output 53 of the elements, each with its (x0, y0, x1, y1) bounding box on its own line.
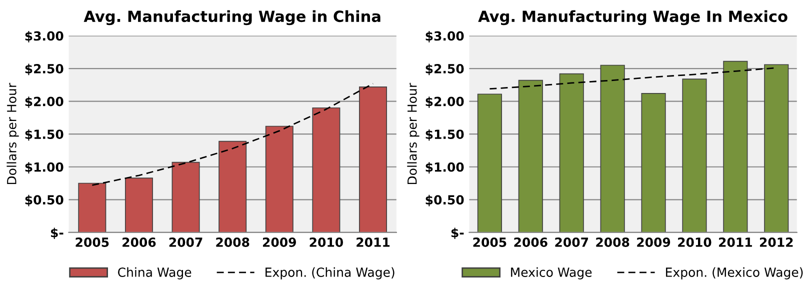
y-tick-label: $- (451, 228, 464, 240)
bar (764, 64, 789, 232)
y-tick-label: $1.00 (25, 162, 64, 174)
bar (641, 93, 666, 232)
legend-label: Mexico Wage (511, 267, 592, 280)
bar (265, 126, 294, 232)
bar (78, 182, 106, 232)
x-tick-label: 2005 (76, 238, 109, 247)
bar (518, 80, 543, 232)
line-series (91, 82, 374, 186)
bar (600, 64, 625, 232)
y-tick-label: $2.00 (426, 96, 464, 108)
y-axis-title: Dollars per Hour (407, 82, 420, 184)
legend-label: Expon. (Mexico Wage) (666, 267, 803, 280)
bar (218, 140, 247, 232)
bar (723, 60, 748, 232)
x-tick-label: 2011 (719, 238, 752, 247)
x-tick-label: 2009 (637, 238, 670, 247)
x-tick-label: 2007 (555, 238, 588, 247)
x-tick-label: 2006 (122, 238, 156, 247)
y-tick-label: $3.00 (426, 31, 464, 42)
bar (559, 73, 584, 232)
x-tick-label: 2009 (262, 238, 296, 247)
x-tick-label: 2011 (356, 238, 390, 247)
bar (359, 86, 387, 232)
bar (682, 78, 707, 232)
y-tick-label: $2.00 (25, 96, 64, 108)
y-tick-label: $1.50 (426, 129, 464, 141)
bar (172, 162, 200, 232)
x-tick-label: 2005 (473, 238, 506, 247)
x-tick-label: 2010 (678, 238, 712, 247)
y-tick-label: $1.00 (426, 162, 464, 174)
x-tick-label: 2010 (310, 238, 343, 247)
chart-title: Avg. Manufacturing Wage in China (84, 10, 380, 26)
bar (312, 107, 340, 232)
y-tick-label: $2.50 (25, 64, 64, 76)
x-tick-label: 2008 (596, 238, 630, 247)
y-axis-title: Dollars per Hour (6, 82, 19, 184)
legend-label: Expon. (China Wage) (266, 267, 394, 280)
y-tick-label: $0.50 (25, 194, 64, 206)
y-tick-label: $- (50, 228, 64, 240)
y-tick-label: $3.00 (25, 31, 64, 42)
y-tick-label: $1.50 (25, 129, 64, 141)
y-tick-label: $2.50 (426, 64, 464, 76)
x-tick-label: 2012 (760, 238, 793, 247)
bar (477, 94, 502, 232)
legend-label: China Wage (118, 267, 192, 280)
x-tick-label: 2008 (216, 238, 250, 247)
chart-title: Avg. Manufacturing Wage In Mexico (478, 10, 788, 26)
x-tick-label: 2007 (169, 238, 202, 247)
y-tick-label: $0.50 (426, 194, 464, 206)
bar (124, 178, 153, 232)
x-tick-label: 2006 (514, 238, 548, 247)
